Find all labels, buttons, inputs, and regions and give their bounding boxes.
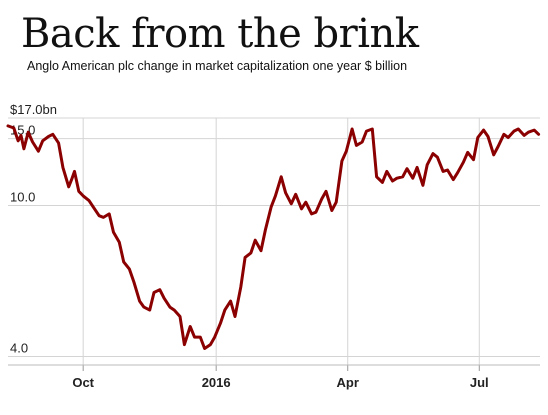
- x-axis: Oct 2016 Apr Jul: [72, 375, 488, 390]
- x-tick-label: Jul: [470, 375, 489, 390]
- x-tick-label: Apr: [337, 375, 359, 390]
- y-tick-label-top: $17.0bn: [10, 102, 57, 117]
- chart-subtitle: Anglo American plc change in market capi…: [27, 59, 408, 73]
- x-tick-label: Oct: [72, 375, 94, 390]
- x-tick-label: 2016: [202, 375, 231, 390]
- y-tick-label: 4.0: [10, 341, 28, 356]
- plot-area: [6, 124, 541, 350]
- chart-grid: [8, 117, 540, 371]
- y-tick-label: 10.0: [10, 189, 35, 204]
- series-line: [6, 124, 541, 350]
- chart-title: Back from the brink: [21, 11, 419, 57]
